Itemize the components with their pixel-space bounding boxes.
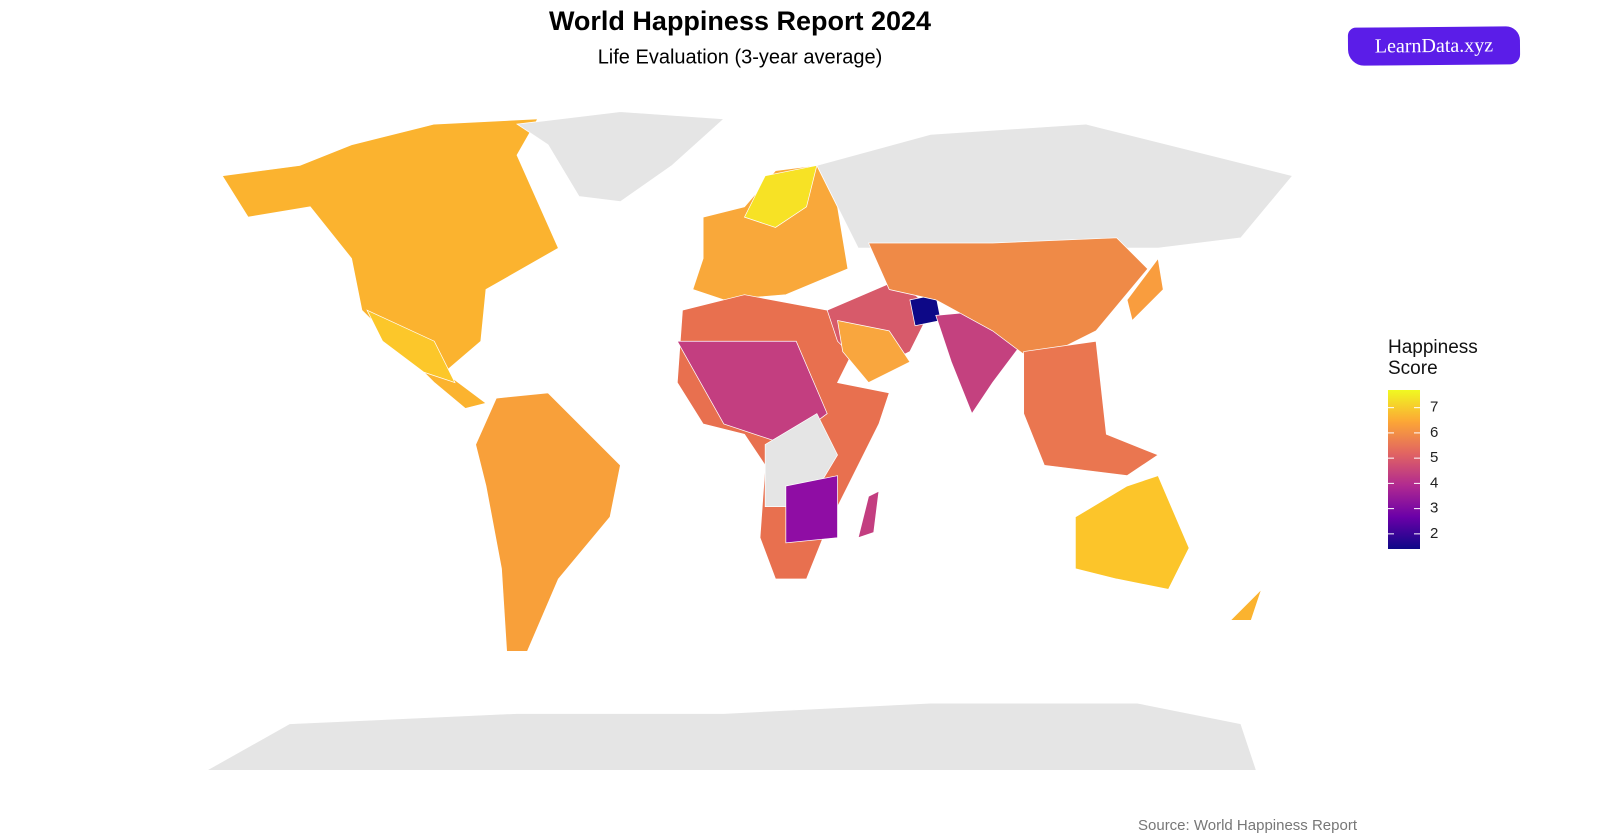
world-map [205,111,1294,771]
greenland [515,111,725,203]
color-bar-label: 6 [1430,424,1438,441]
southern-africa [785,475,838,544]
chart-subtitle: Life Evaluation (3-year average) [598,46,883,68]
chart-title: World Happiness Report 2024 [549,6,931,36]
color-bar-label: 7 [1430,399,1438,416]
southeast-asia [1023,340,1159,477]
scandinavia [743,164,818,228]
new-zealand [1229,589,1262,621]
north-america [221,118,559,409]
color-bar-label: 5 [1430,449,1438,466]
australia [1074,475,1190,590]
color-bar [1388,390,1420,549]
legend-title: Happiness Score [1388,337,1478,379]
russia [816,123,1294,249]
source-note: Source: World Happiness Report [1138,817,1358,833]
japan [1126,257,1164,322]
south-america [475,392,621,652]
arabia [837,320,911,384]
antarctica [205,702,1257,771]
color-bar-label: 2 [1430,525,1438,542]
color-bar-label: 4 [1430,474,1438,491]
mexico [366,309,456,384]
color-bar-label: 3 [1430,500,1438,517]
logo: LearnData.xyz [1347,26,1521,66]
madagascar [857,490,880,539]
